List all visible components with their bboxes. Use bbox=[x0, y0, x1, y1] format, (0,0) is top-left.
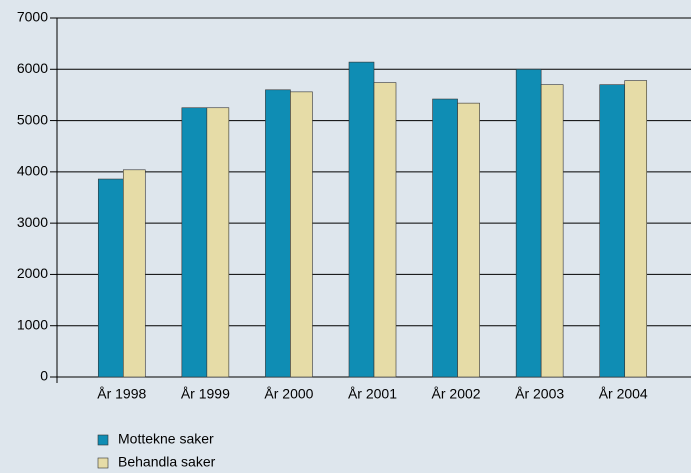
legend-label: Behandla saker bbox=[118, 454, 216, 470]
y-tick-label: 2000 bbox=[17, 265, 48, 281]
legend-swatch bbox=[97, 434, 109, 446]
x-tick-label: År 2001 bbox=[348, 386, 397, 402]
x-tick-label: År 1999 bbox=[181, 386, 230, 402]
bar bbox=[599, 84, 626, 378]
bar bbox=[97, 178, 124, 378]
bar bbox=[181, 107, 208, 378]
legend-swatch bbox=[97, 457, 109, 469]
y-tick-label: 7000 bbox=[17, 9, 48, 25]
y-tick-label: 5000 bbox=[17, 111, 48, 127]
bar bbox=[290, 91, 313, 378]
y-tick-label: 4000 bbox=[17, 163, 48, 179]
bar bbox=[206, 107, 230, 378]
legend-label: Mottekne saker bbox=[118, 431, 214, 447]
x-tick-label: År 2003 bbox=[515, 386, 564, 402]
bar bbox=[122, 169, 146, 378]
x-tick-label: År 2002 bbox=[432, 386, 481, 402]
bar bbox=[624, 80, 648, 378]
y-tick-label: 3000 bbox=[17, 214, 48, 230]
y-tick-label: 1000 bbox=[17, 316, 48, 332]
bar bbox=[457, 102, 480, 378]
bar bbox=[265, 89, 291, 378]
x-tick-label: År 2000 bbox=[264, 386, 313, 402]
bar bbox=[432, 98, 458, 378]
bar bbox=[515, 68, 542, 378]
y-tick-label: 6000 bbox=[17, 60, 48, 76]
bar bbox=[373, 82, 397, 378]
x-tick-label: År 2004 bbox=[599, 386, 648, 402]
y-tick-label: 0 bbox=[40, 368, 48, 384]
bar bbox=[540, 84, 564, 378]
x-tick-label: År 1998 bbox=[97, 386, 146, 402]
bar bbox=[348, 61, 375, 378]
